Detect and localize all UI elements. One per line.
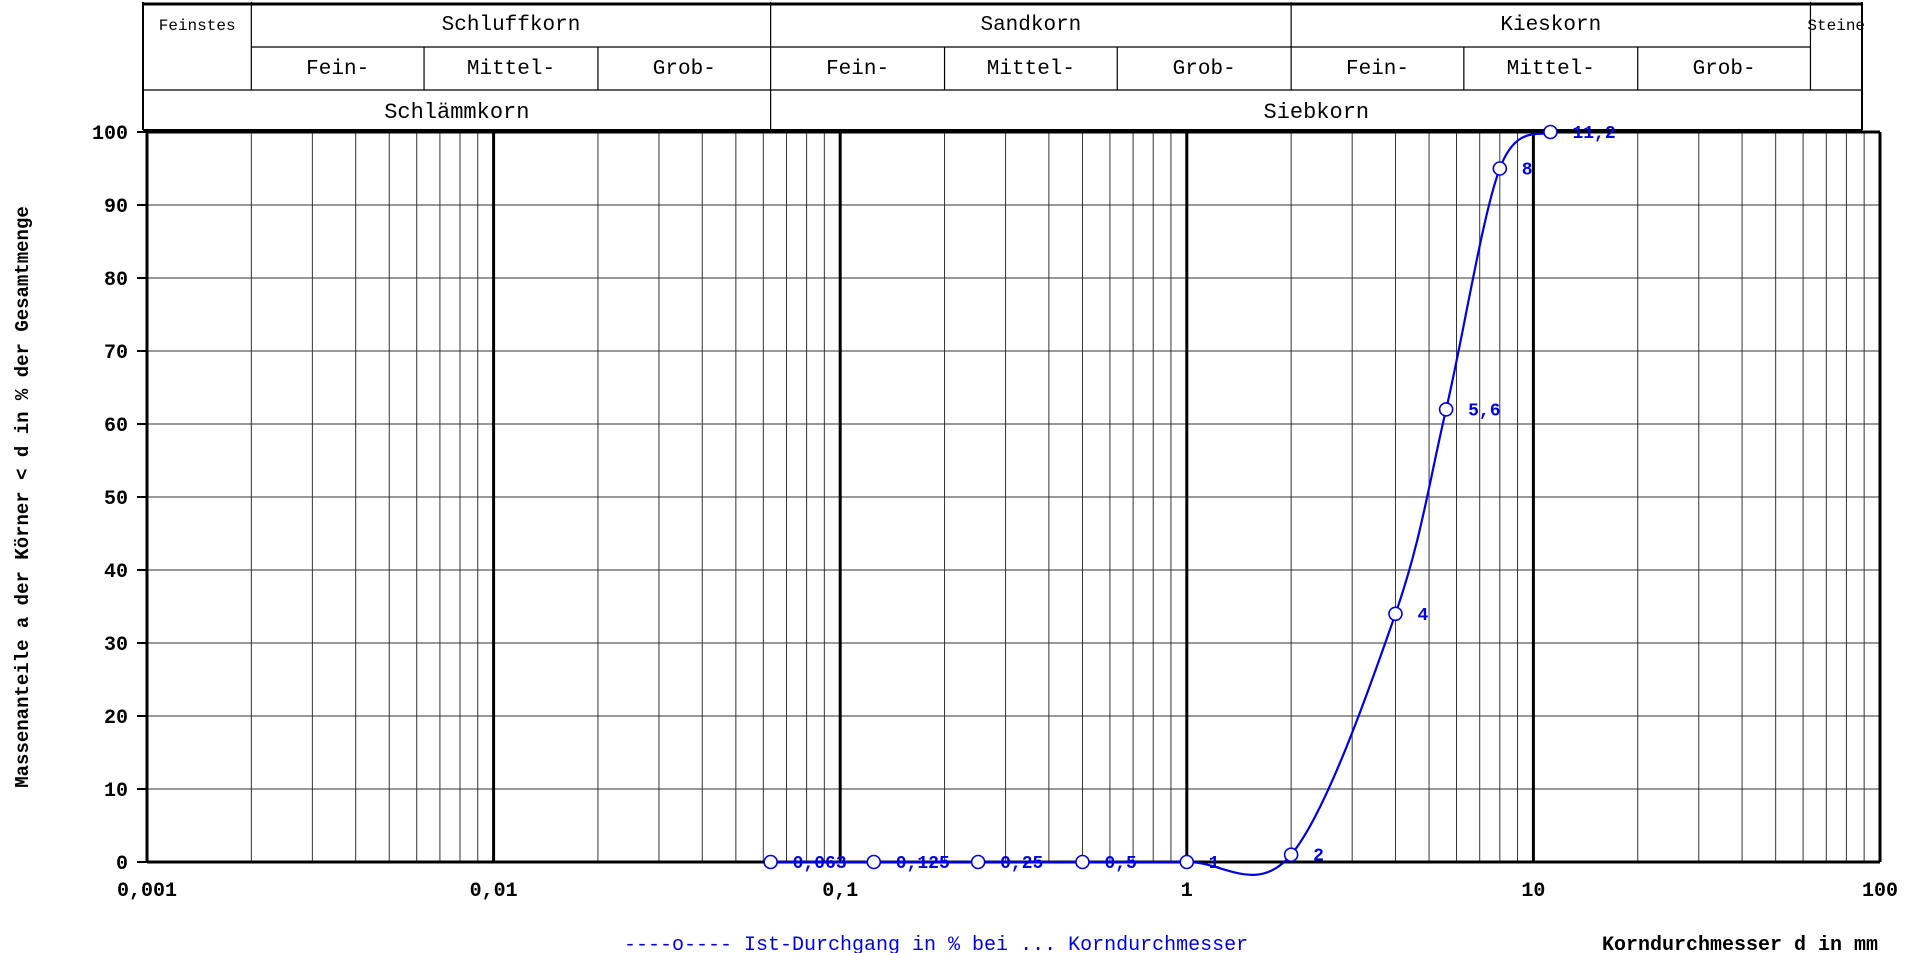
data-label: 11,2 xyxy=(1572,124,1615,144)
legend: ----o---- Ist-Durchgang in % bei ... Kor… xyxy=(624,934,1248,953)
data-label: 0,063 xyxy=(793,854,847,874)
data-label: 0,5 xyxy=(1104,854,1136,874)
data-point xyxy=(1438,402,1454,417)
x-tick-label: 10 xyxy=(1521,880,1545,903)
y-tick-label: 80 xyxy=(104,269,128,292)
y-tick-label: 90 xyxy=(104,196,128,219)
data-point xyxy=(1388,606,1403,622)
data-point xyxy=(1283,847,1299,863)
header-sub-5: Grob- xyxy=(1173,58,1236,81)
data-point xyxy=(1075,854,1090,870)
x-axis-label: Korndurchmesser d in mm xyxy=(1602,934,1878,953)
header-feinstes: Feinstes xyxy=(159,17,236,35)
header-sub-1: Mittel- xyxy=(467,58,555,81)
y-tick-label: 40 xyxy=(104,561,128,584)
data-label: 1 xyxy=(1209,854,1220,874)
data-point xyxy=(1543,124,1558,140)
x-tick-label: 100 xyxy=(1862,880,1898,903)
header-steine: Steine xyxy=(1807,17,1865,35)
y-tick-label: 70 xyxy=(104,342,128,365)
data-label: 8 xyxy=(1522,161,1533,181)
y-axis-label: Massenanteile a der Körner < d in % der … xyxy=(12,206,34,788)
header-schlaemmkorn: Schlämmkorn xyxy=(384,100,529,125)
header-sub-6: Fein- xyxy=(1346,58,1409,81)
data-point xyxy=(970,854,986,870)
y-tick-label: 20 xyxy=(104,707,128,730)
x-tick-label: 0,01 xyxy=(470,880,518,903)
soil-classification-header: Feinstes Schluffkorn Sandkorn Kieskorn Stein… xyxy=(142,2,1865,131)
data-label: 4 xyxy=(1417,606,1428,626)
y-tick-label: 0 xyxy=(116,853,128,876)
y-tick-label: 50 xyxy=(104,488,128,511)
header-kieskorn: Kieskorn xyxy=(1500,14,1601,37)
series-line xyxy=(770,131,1552,876)
y-tick-label: 100 xyxy=(92,123,128,146)
x-tick-label: 1 xyxy=(1181,880,1193,903)
header-schluffkorn: Schluffkorn xyxy=(442,14,581,37)
y-tick-label: 30 xyxy=(104,634,128,657)
header-sandkorn: Sandkorn xyxy=(980,14,1081,37)
header-sub-7: Mittel- xyxy=(1507,58,1595,81)
data-label: 0,25 xyxy=(1000,854,1043,874)
header-sub-8: Grob- xyxy=(1693,58,1756,81)
grid xyxy=(147,132,1880,862)
header-sub-3: Fein- xyxy=(826,58,889,81)
data-point xyxy=(866,854,882,870)
data-point xyxy=(1179,854,1195,870)
y-tick-label: 60 xyxy=(104,415,128,438)
x-tick-label: 0,1 xyxy=(822,880,858,903)
y-tick-label: 10 xyxy=(104,780,128,803)
header-sub-4: Mittel- xyxy=(987,58,1075,81)
data-label: 0,125 xyxy=(896,854,950,874)
data-point xyxy=(763,854,778,870)
data-point xyxy=(1492,161,1508,176)
x-tick-label: 0,001 xyxy=(117,880,177,903)
axes: 0 10 20 30 40 50 60 70 80 90 100 0,001 0,01 0,1 1 10 100 xyxy=(92,123,1898,903)
data-label: 2 xyxy=(1313,847,1324,867)
data-label: 5,6 xyxy=(1468,401,1500,421)
header-sub-2: Grob- xyxy=(653,58,716,81)
header-sub-0: Fein- xyxy=(306,58,369,81)
header-siebkorn: Siebkorn xyxy=(1264,100,1370,125)
series-layer: 0,063 0,125 0,25 0,5 1 2 4 5,6 8 11,2 xyxy=(763,124,1616,876)
